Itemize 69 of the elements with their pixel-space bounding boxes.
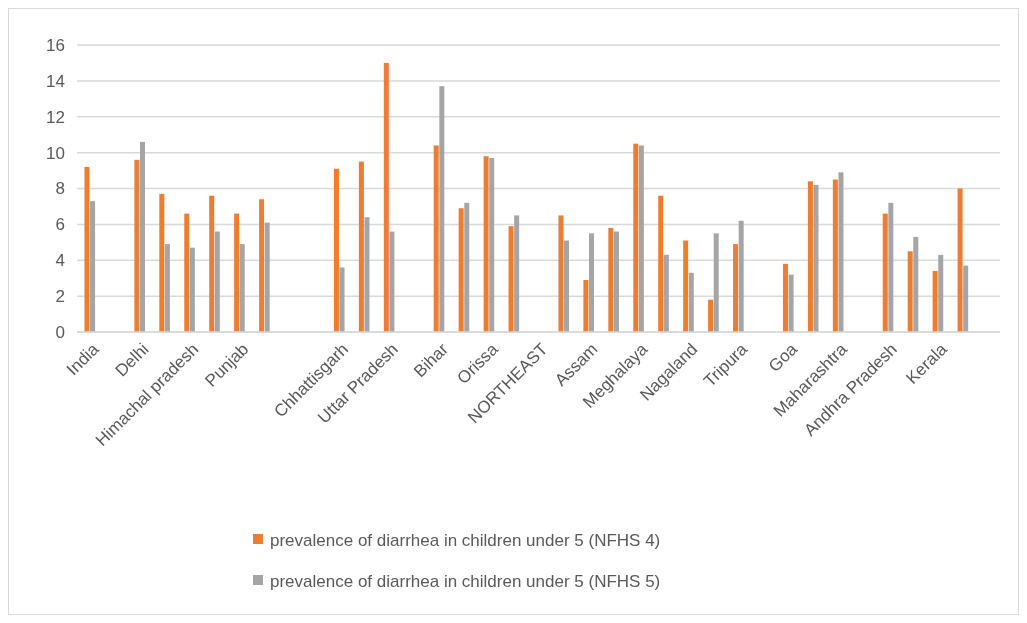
bar (932, 271, 938, 332)
bar (907, 251, 913, 332)
bar (364, 217, 370, 332)
bar (339, 267, 345, 332)
bar (938, 254, 944, 332)
bar (708, 299, 714, 332)
bar (688, 272, 694, 332)
bar (84, 166, 90, 332)
bar (663, 254, 669, 332)
bar (333, 168, 339, 332)
bar (558, 215, 564, 332)
bar (638, 145, 644, 332)
bar (633, 143, 639, 332)
bar (713, 233, 719, 332)
bar (838, 172, 844, 332)
bar (508, 226, 514, 332)
bar (489, 158, 495, 332)
legend-label: prevalence of diarrhea in children under 5 (NFHS 4) (270, 530, 661, 550)
bar (583, 279, 589, 332)
bar (832, 179, 838, 332)
y-tick-label: 2 (55, 287, 65, 307)
bar (209, 195, 215, 332)
bar (782, 263, 788, 332)
bar (389, 231, 395, 332)
bar (882, 213, 888, 332)
bar (807, 181, 813, 332)
bar (214, 231, 220, 332)
bar (564, 240, 570, 332)
bar (189, 247, 195, 332)
y-tick-label: 0 (55, 322, 65, 342)
bar (683, 240, 689, 332)
bar (588, 233, 594, 332)
bar (738, 220, 744, 332)
bar (264, 222, 270, 332)
bar (733, 244, 739, 332)
bar (164, 244, 170, 332)
bar (464, 202, 470, 332)
bar (383, 62, 389, 332)
y-tick-label: 8 (55, 179, 65, 199)
bar (234, 213, 240, 332)
bar (159, 193, 165, 332)
bar (259, 199, 265, 332)
bar (134, 159, 140, 332)
y-tick-label: 6 (55, 215, 65, 235)
bar (888, 202, 894, 332)
bar (358, 161, 364, 332)
bar (514, 215, 520, 332)
y-tick-label: 16 (46, 35, 65, 55)
bar (913, 236, 919, 332)
y-tick-label: 4 (55, 251, 65, 271)
bar (613, 231, 619, 332)
bar (813, 184, 819, 332)
bar (439, 86, 445, 332)
bar (963, 265, 969, 332)
y-tick-label: 10 (46, 143, 65, 163)
y-tick-label: 14 (46, 71, 65, 91)
y-tick-label: 12 (46, 107, 65, 127)
bar (433, 145, 439, 332)
bar (608, 227, 614, 332)
bar (788, 274, 794, 332)
legend-label: prevalence of diarrhea in children under 5 (NFHS 5) (270, 571, 661, 591)
bar (90, 201, 96, 332)
bar (658, 195, 664, 332)
bar (184, 213, 190, 332)
bar (957, 188, 963, 332)
bar (139, 141, 145, 332)
bar (483, 156, 489, 332)
bar (458, 208, 464, 332)
bar (239, 244, 245, 332)
